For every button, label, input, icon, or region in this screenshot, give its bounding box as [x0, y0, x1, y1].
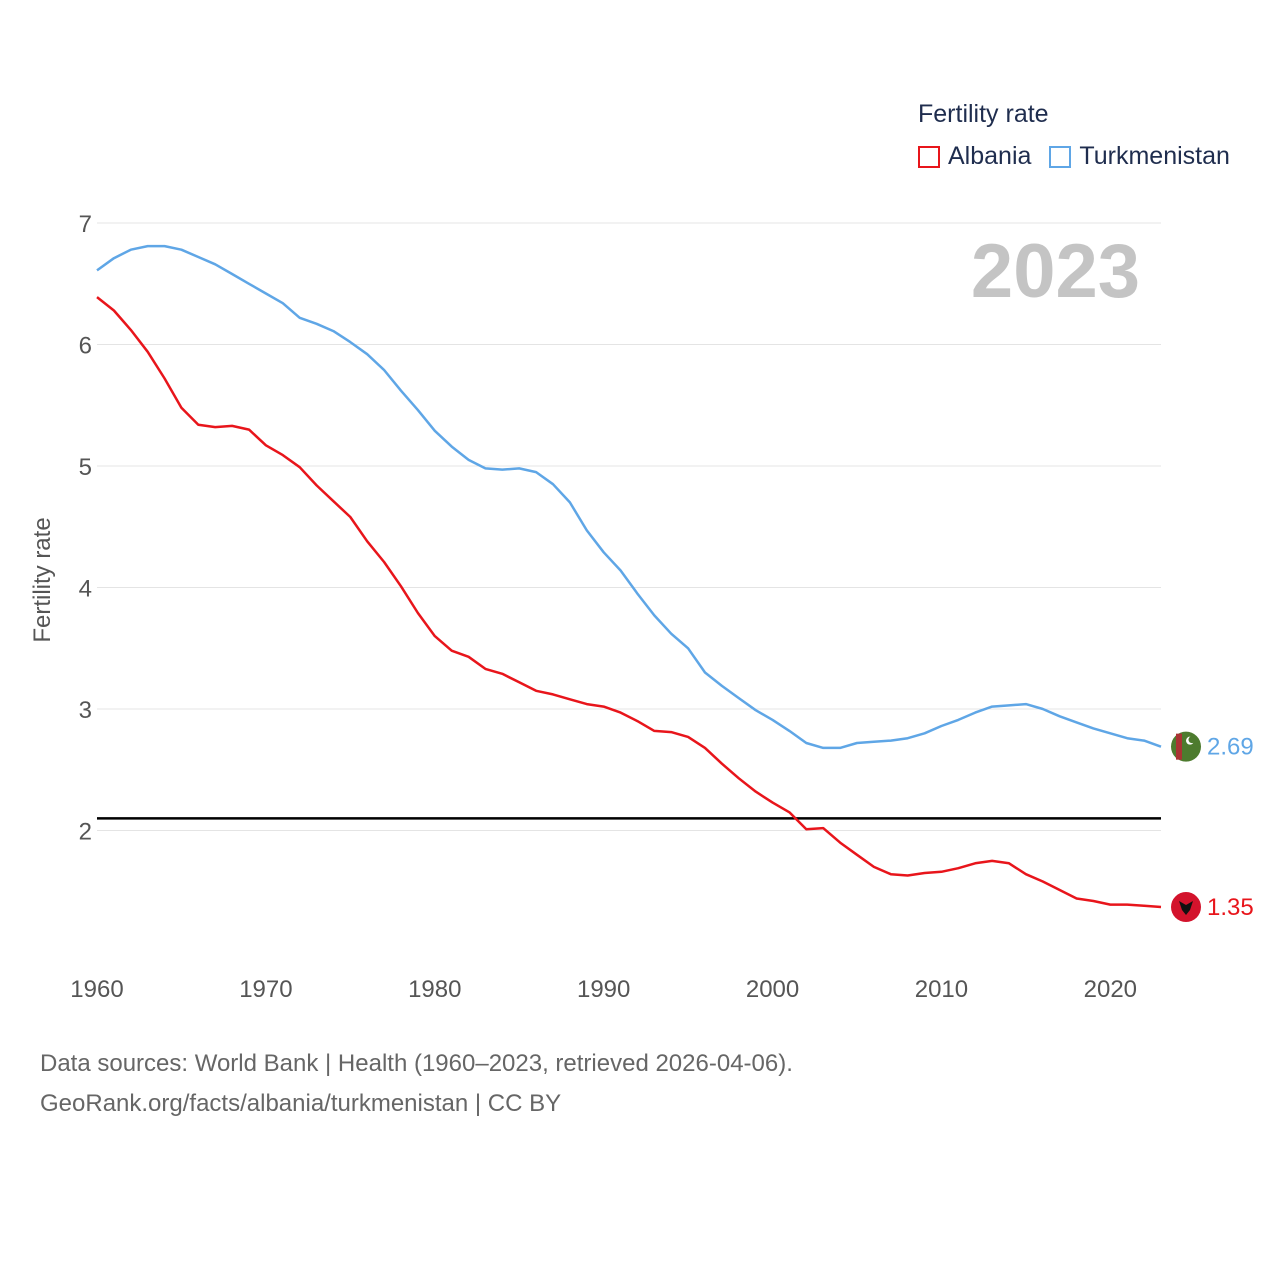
- eagle-emblem-icon: [1179, 901, 1193, 916]
- y-tick-label-2: 2: [79, 819, 92, 846]
- x-tick-label-2020: 2020: [1084, 976, 1137, 1003]
- y-tick-label-6: 6: [79, 333, 92, 360]
- y-tick-label-7: 7: [79, 211, 92, 238]
- legend-label-albania: Albania: [948, 142, 1032, 170]
- legend-label-turkmenistan: Turkmenistan: [1079, 142, 1230, 170]
- legend-swatch-turkmenistan: [1049, 145, 1072, 168]
- legend-item-turkmenistan[interactable]: Turkmenistan: [1049, 142, 1230, 171]
- series-end-markers: 1.35 2.69: [1171, 731, 1254, 923]
- end-value-label-albania: 1.35: [1207, 894, 1254, 921]
- series-line-albania: [96, 296, 1162, 909]
- crescent-cutout-icon: [1188, 736, 1196, 744]
- source-line-link[interactable]: GeoRank.org/facts/albania/turkmenistan |…: [40, 1090, 562, 1117]
- x-tick-label-2010: 2010: [915, 976, 968, 1003]
- x-tick-label-1960: 1960: [70, 976, 123, 1003]
- legend: Albania Turkmenistan: [918, 142, 1248, 171]
- legend-item-albania[interactable]: Albania: [918, 142, 1031, 171]
- y-axis-title: Fertility rate: [29, 517, 56, 643]
- x-tick-label-2000: 2000: [746, 976, 799, 1003]
- x-tick-label-1980: 1980: [408, 976, 461, 1003]
- legend-title: Fertility rate: [918, 100, 1049, 128]
- y-tick-label-5: 5: [79, 454, 92, 481]
- series-lines: [96, 244, 1162, 909]
- legend-swatch-albania: [918, 145, 940, 168]
- y-axis-ticks: 2 3 4 5 6 7: [79, 211, 92, 846]
- end-value-label-turkmenistan: 2.69: [1207, 734, 1254, 761]
- y-tick-label-3: 3: [79, 697, 92, 724]
- year-label: 2023: [970, 229, 1140, 314]
- source-notes: Data sources: World Bank | Health (1960–…: [40, 1044, 793, 1124]
- source-line-data: Data sources: World Bank | Health (1960–…: [40, 1050, 793, 1077]
- x-axis-ticks: 1960 1970 1980 1990 2000 2010 2020: [70, 976, 1137, 1003]
- x-tick-label-1990: 1990: [577, 976, 630, 1003]
- y-tick-label-4: 4: [79, 576, 92, 603]
- x-tick-label-1970: 1970: [239, 976, 292, 1003]
- carpet-stripe-icon: [1176, 733, 1182, 760]
- grid-lines: [97, 222, 1161, 831]
- flag-icon-turkmenistan: [1171, 731, 1201, 762]
- series-line-turkmenistan: [96, 244, 1162, 750]
